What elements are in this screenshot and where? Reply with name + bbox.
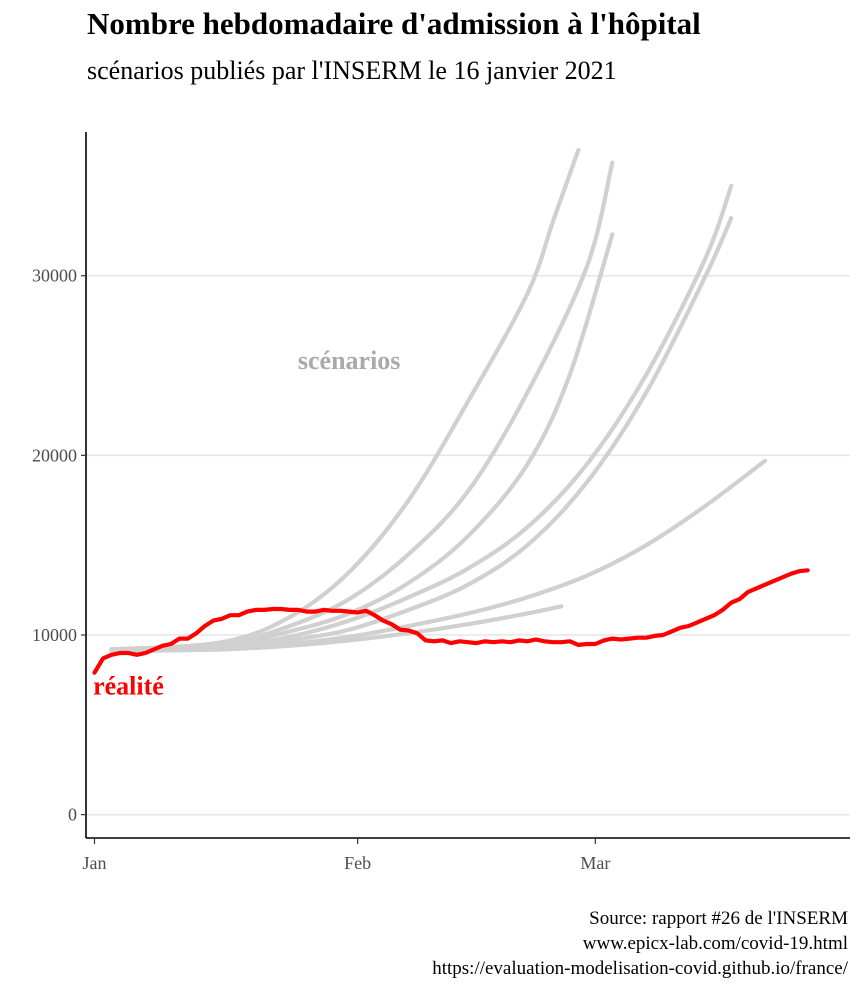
chart-subtitle: scénarios publiés par l'INSERM le 16 jan… — [87, 56, 617, 85]
caption-line-github: https://evaluation-modelisation-covid.gi… — [432, 958, 848, 979]
series-lines — [92, 147, 810, 675]
scenario-line-7 — [109, 604, 564, 654]
x-tick-label: Jan — [82, 853, 106, 873]
scenario-line-4 — [109, 183, 734, 652]
axes — [85, 132, 850, 839]
x-tick-label: Mar — [580, 853, 610, 873]
caption-line-source: Source: rapport #26 de l'INSERM — [589, 908, 848, 929]
y-tick-label: 10000 — [32, 625, 77, 645]
x-tick-label: Feb — [344, 853, 371, 873]
series-annotations: scénarios réalité — [93, 346, 400, 700]
source-caption: Source: rapport #26 de l'INSERM www.epic… — [432, 906, 848, 981]
y-tick-label: 20000 — [32, 445, 77, 465]
y-tick-label: 30000 — [32, 266, 77, 286]
caption-line-epicx: www.epicx-lab.com/covid-19.html — [582, 933, 848, 954]
scenario-line-3 — [109, 232, 615, 652]
scenarios-label: scénarios — [298, 346, 401, 375]
grid-lines — [86, 274, 850, 816]
scenario-line-2 — [109, 160, 615, 652]
reality-label: réalité — [93, 671, 164, 700]
scenario-line-1 — [109, 147, 581, 652]
tick-labels: 0 10000 20000 30000 Jan Feb Mar — [32, 266, 610, 873]
scenario-line-5 — [109, 216, 734, 652]
y-tick-label: 0 — [68, 805, 77, 825]
reality-line — [92, 568, 810, 675]
chart-title: Nombre hebdomadaire d'admission à l'hôpi… — [87, 6, 701, 41]
